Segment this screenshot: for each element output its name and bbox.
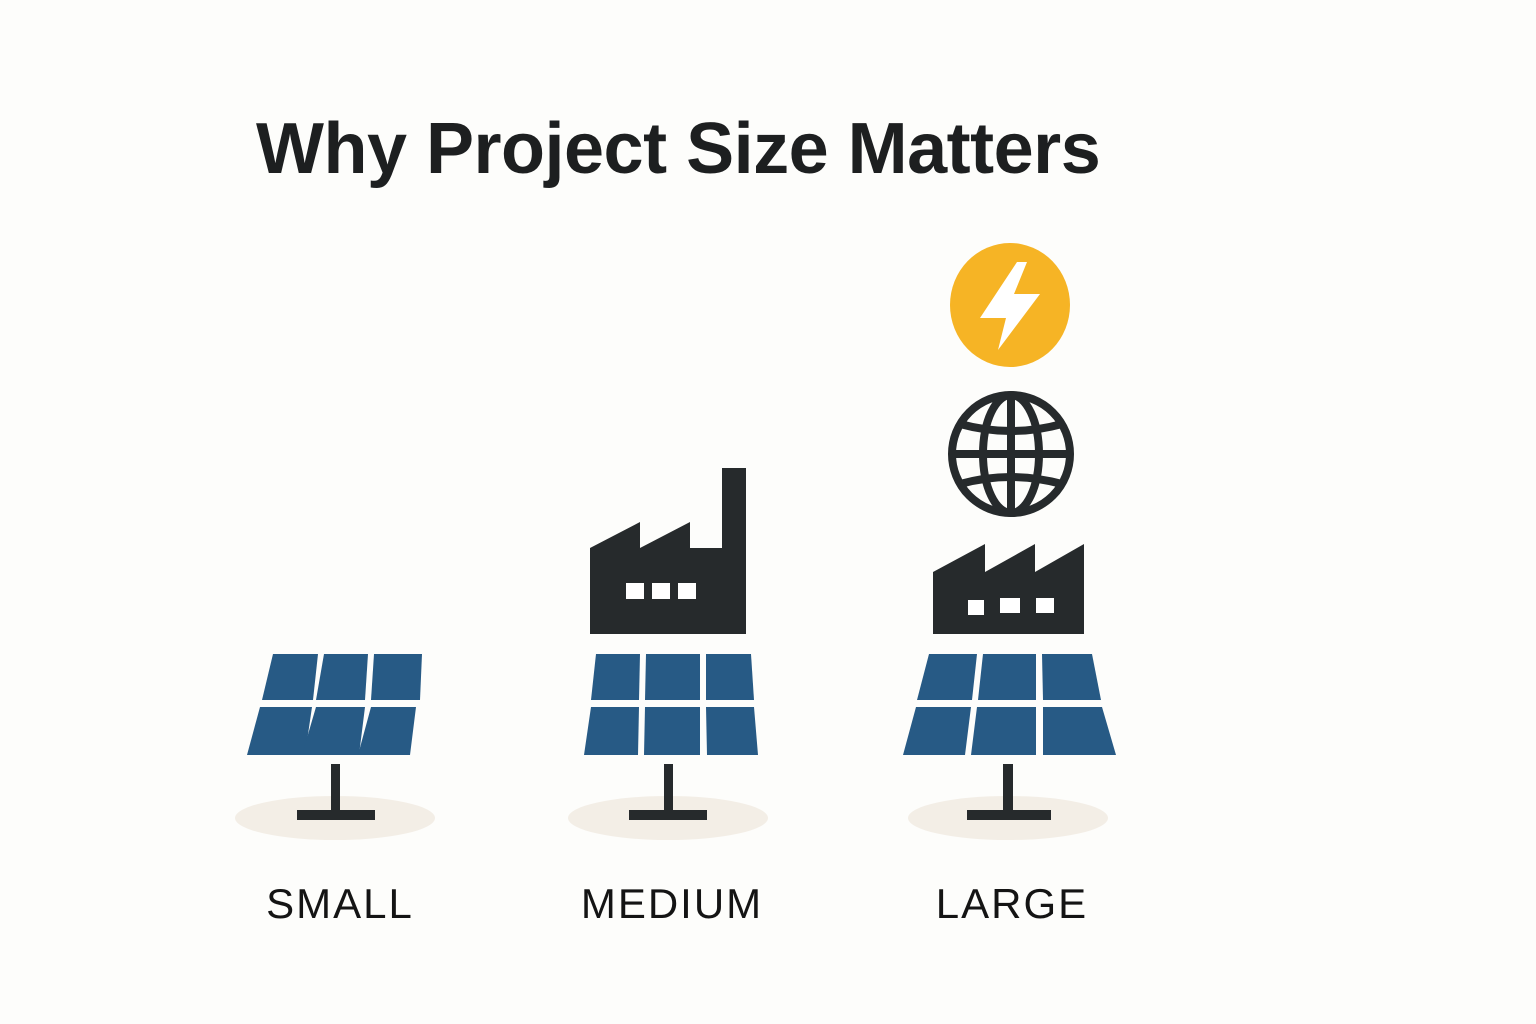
tier-small bbox=[235, 654, 435, 840]
tier-label-large: LARGE bbox=[935, 880, 1089, 927]
solar-panel-icon bbox=[584, 654, 758, 755]
panel-stand bbox=[967, 764, 1051, 820]
solar-panel-icon bbox=[903, 654, 1116, 755]
tier-medium bbox=[568, 468, 768, 840]
page-title: Why Project Size Matters bbox=[256, 109, 1101, 189]
panel-stand bbox=[297, 764, 375, 820]
globe-icon bbox=[948, 391, 1074, 517]
tier-label-small: SMALL bbox=[266, 880, 414, 927]
factory-icon bbox=[933, 544, 1084, 634]
solar-panel-icon bbox=[247, 654, 422, 755]
tier-label-medium: MEDIUM bbox=[580, 880, 764, 927]
panel-stand bbox=[629, 764, 707, 820]
factory-icon bbox=[590, 468, 746, 634]
tier-large bbox=[903, 243, 1116, 840]
lightning-bolt-icon bbox=[950, 243, 1070, 367]
